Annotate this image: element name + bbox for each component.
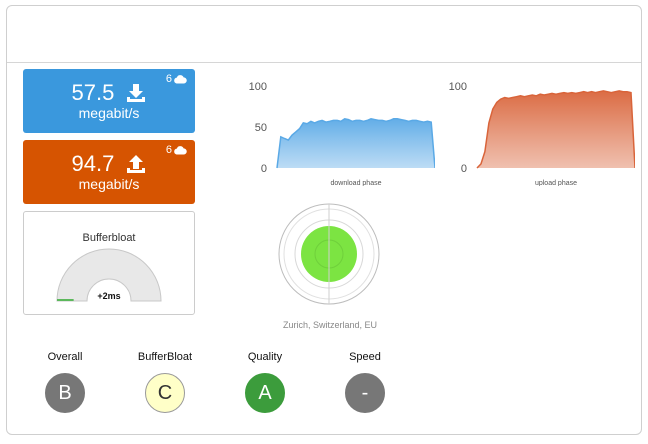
download-speed-box: 6 57.5 megabit/s: [23, 69, 195, 133]
grade-bufferbloat: BufferBloat C: [127, 351, 203, 413]
upload-speed-box: 6 94.7 megabit/s: [23, 140, 195, 204]
x-axis-label: download phase: [331, 180, 382, 186]
y-tick-label: 100: [249, 81, 267, 93]
upload-icon: [127, 155, 146, 174]
upload-connections-count: 6: [165, 144, 172, 156]
results-panel: 6 57.5 megabit/s 6 94.7 megabit/s Buf: [6, 5, 642, 435]
download-phase-chart: 0 50 100 download phase: [249, 81, 435, 186]
y-tick-label: 0: [261, 163, 267, 175]
grade-badge: -: [345, 373, 385, 413]
download-icon: [127, 84, 146, 103]
latency-radar: [278, 203, 380, 305]
upload-speed-value: 94.7: [71, 151, 115, 177]
y-tick-label: 100: [449, 81, 467, 93]
cloud-icon: [174, 75, 187, 84]
download-speed-unit: megabit/s: [78, 105, 140, 121]
grade-label: BufferBloat: [137, 351, 193, 363]
bufferbloat-gauge: [56, 248, 162, 302]
y-tick-label: 50: [255, 122, 267, 134]
x-axis-label: upload phase: [535, 180, 577, 186]
upload-connections-badge: 6: [166, 144, 187, 156]
grade-speed: Speed -: [327, 351, 403, 413]
upload-speed-unit: megabit/s: [78, 176, 140, 192]
panel-header: [7, 6, 641, 63]
upload-phase-chart: 0 100 upload phase: [449, 81, 635, 186]
bufferbloat-gauge-indicator: [57, 299, 74, 301]
grade-label: Overall: [47, 351, 83, 363]
grade-badge: A: [245, 373, 285, 413]
grade-label: Speed: [349, 351, 381, 363]
download-speed-value: 57.5: [71, 80, 115, 106]
grade-quality: Quality A: [227, 351, 303, 413]
bufferbloat-box: Bufferbloat +2ms: [23, 211, 195, 315]
download-connections-count: 6: [165, 73, 172, 85]
series-line: [276, 118, 435, 169]
series-line: [476, 90, 635, 169]
y-tick-label: 0: [461, 163, 467, 175]
series-area: [477, 90, 635, 168]
bufferbloat-title: Bufferbloat: [82, 232, 136, 244]
server-location: Zurich, Switzerland, EU: [282, 320, 378, 330]
grade-overall: Overall B: [27, 351, 103, 413]
grade-badge: B: [45, 373, 85, 413]
bufferbloat-value: +2ms: [97, 291, 121, 301]
bufferbloat-gauge-track: [56, 248, 162, 302]
grade-badge: C: [145, 373, 185, 413]
grade-label: Quality: [247, 351, 283, 363]
series-area: [277, 118, 435, 168]
download-connections-badge: 6: [166, 73, 187, 85]
cloud-icon: [174, 146, 187, 155]
